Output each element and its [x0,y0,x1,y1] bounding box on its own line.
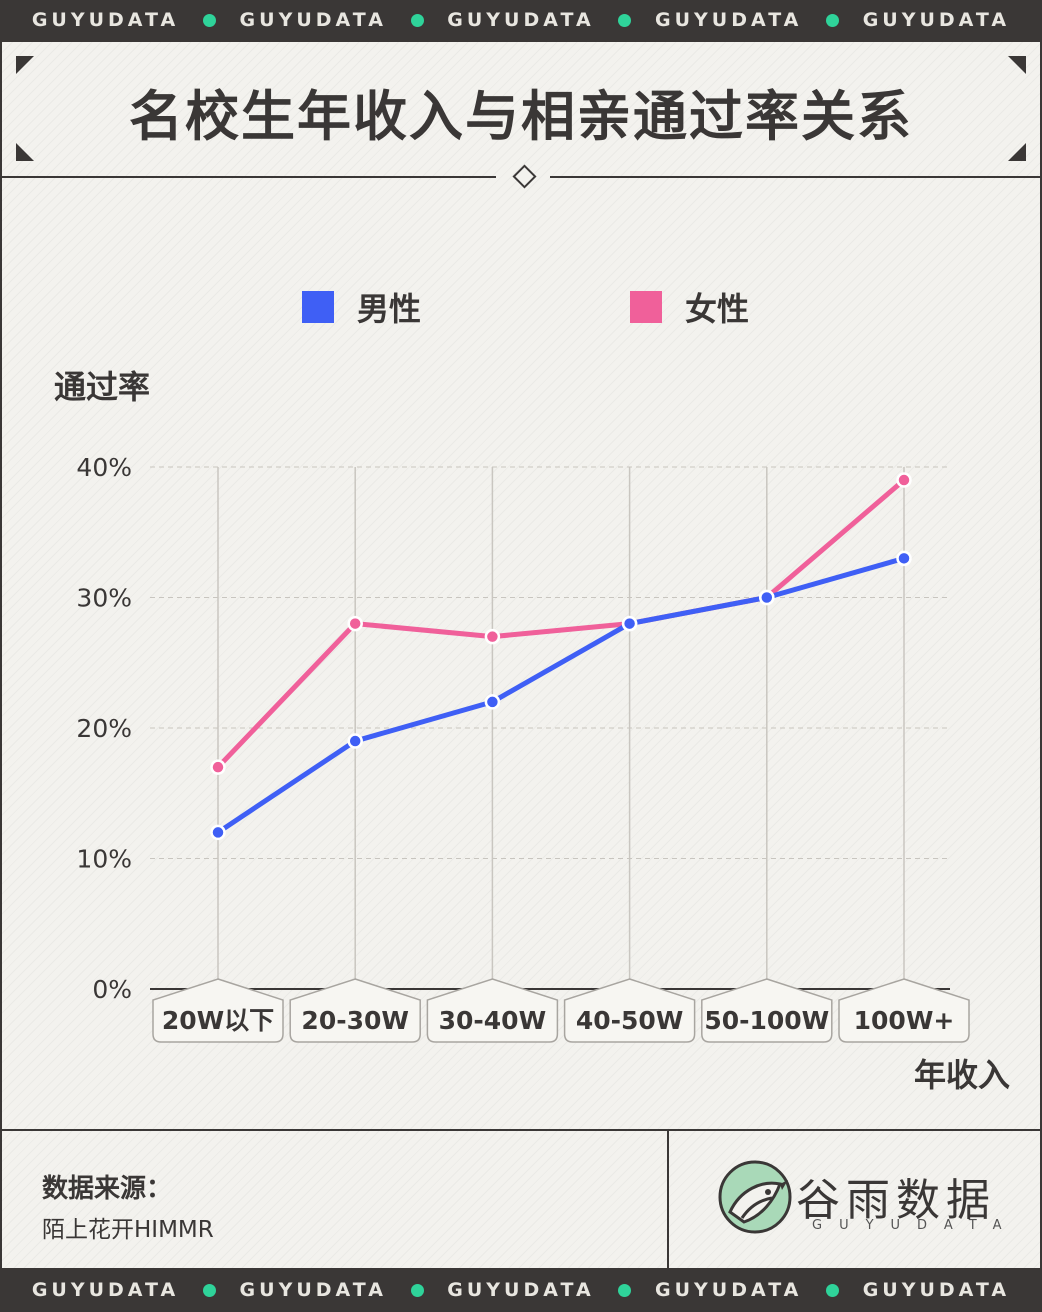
band-text: GUYUDATA [862,9,1011,31]
x-category-tag [289,978,421,1043]
corner-mark [1008,56,1026,74]
band-dot [202,13,216,27]
footer-divider [2,1129,1040,1131]
top-brand-band: GUYUDATA GUYUDATA GUYUDATA GUYUDATA GUYU… [0,0,1042,40]
page-title: 名校生年收入与相亲通过率关系 [129,85,913,148]
title-divider [550,176,1040,178]
x-category-tag [838,978,970,1043]
band-text: GUYUDATA [31,1279,180,1301]
legend-label: 女性 [685,290,749,328]
data-point [896,550,912,567]
data-point [347,733,363,749]
band-dot [202,1283,216,1297]
band-dot [826,13,840,27]
x-axis-title: 年收入 [914,1056,1010,1094]
band-dot [826,1283,840,1297]
data-point [896,472,912,488]
x-category-tag [426,978,559,1043]
content-panel: 名校生年收入与相亲通过率关系 男性 女性通过率年收入 0% 10% 20% 30% 40% 2… [2,42,1040,1268]
x-tick-label: 100W+ [854,1006,955,1035]
title-divider [2,176,496,178]
x-category-tag [701,978,833,1043]
data-point [621,615,638,632]
source-value: 陌上花开HIMMR [42,1217,214,1243]
band-text: GUYUDATA [654,1279,803,1301]
series-line [215,477,907,770]
legend-label: 男性 [357,290,421,328]
band-text: GUYUDATA [654,9,803,31]
x-tick-label: 20W以下 [162,1006,274,1035]
data-point [484,628,501,645]
x-tick-label: 40-50W [576,1006,684,1035]
x-category-tag [563,978,696,1043]
band-text: GUYUDATA [447,9,595,31]
corner-mark [16,143,34,161]
bird-logo-icon [718,1160,792,1234]
band-dot [410,13,424,27]
data-point [347,615,363,632]
series-line [215,555,907,835]
band-dot [618,1283,632,1297]
band-text: GUYUDATA [239,9,387,31]
y-tick-label: 10% [76,845,132,874]
y-tick-label: 30% [76,584,132,613]
band-text: GUYUDATA [31,9,180,31]
y-axis-title: 通过率 [54,368,150,406]
brand-subtitle: GUYUDATA [812,1218,1019,1233]
data-point [759,589,775,606]
x-category-tag [152,978,284,1043]
band-dot [618,13,632,27]
data-point [484,694,501,710]
x-tick-label: 50-100W [704,1006,829,1035]
y-tick-label: 40% [76,453,132,482]
band-text: GUYUDATA [447,1279,595,1301]
legend-swatch [302,291,334,323]
x-tick-label: 20-30W [301,1006,409,1035]
corner-mark [16,56,34,74]
legend-swatch [630,291,662,323]
band-text: GUYUDATA [862,1279,1011,1301]
band-text: GUYUDATA [239,1279,387,1301]
band-dot [410,1283,424,1297]
data-point [210,824,226,841]
source-label: 数据来源： [42,1174,173,1204]
footer-divider [667,1130,669,1268]
corner-mark [1008,143,1026,161]
data-point [210,759,226,775]
brand-name: 谷雨数据 [796,1175,996,1226]
y-tick-label: 0% [92,975,132,1004]
x-tick-label: 30-40W [439,1006,547,1035]
y-tick-label: 20% [76,714,132,743]
bottom-brand-band: GUYUDATA GUYUDATA GUYUDATA GUYUDATA GUYU… [0,1270,1042,1310]
